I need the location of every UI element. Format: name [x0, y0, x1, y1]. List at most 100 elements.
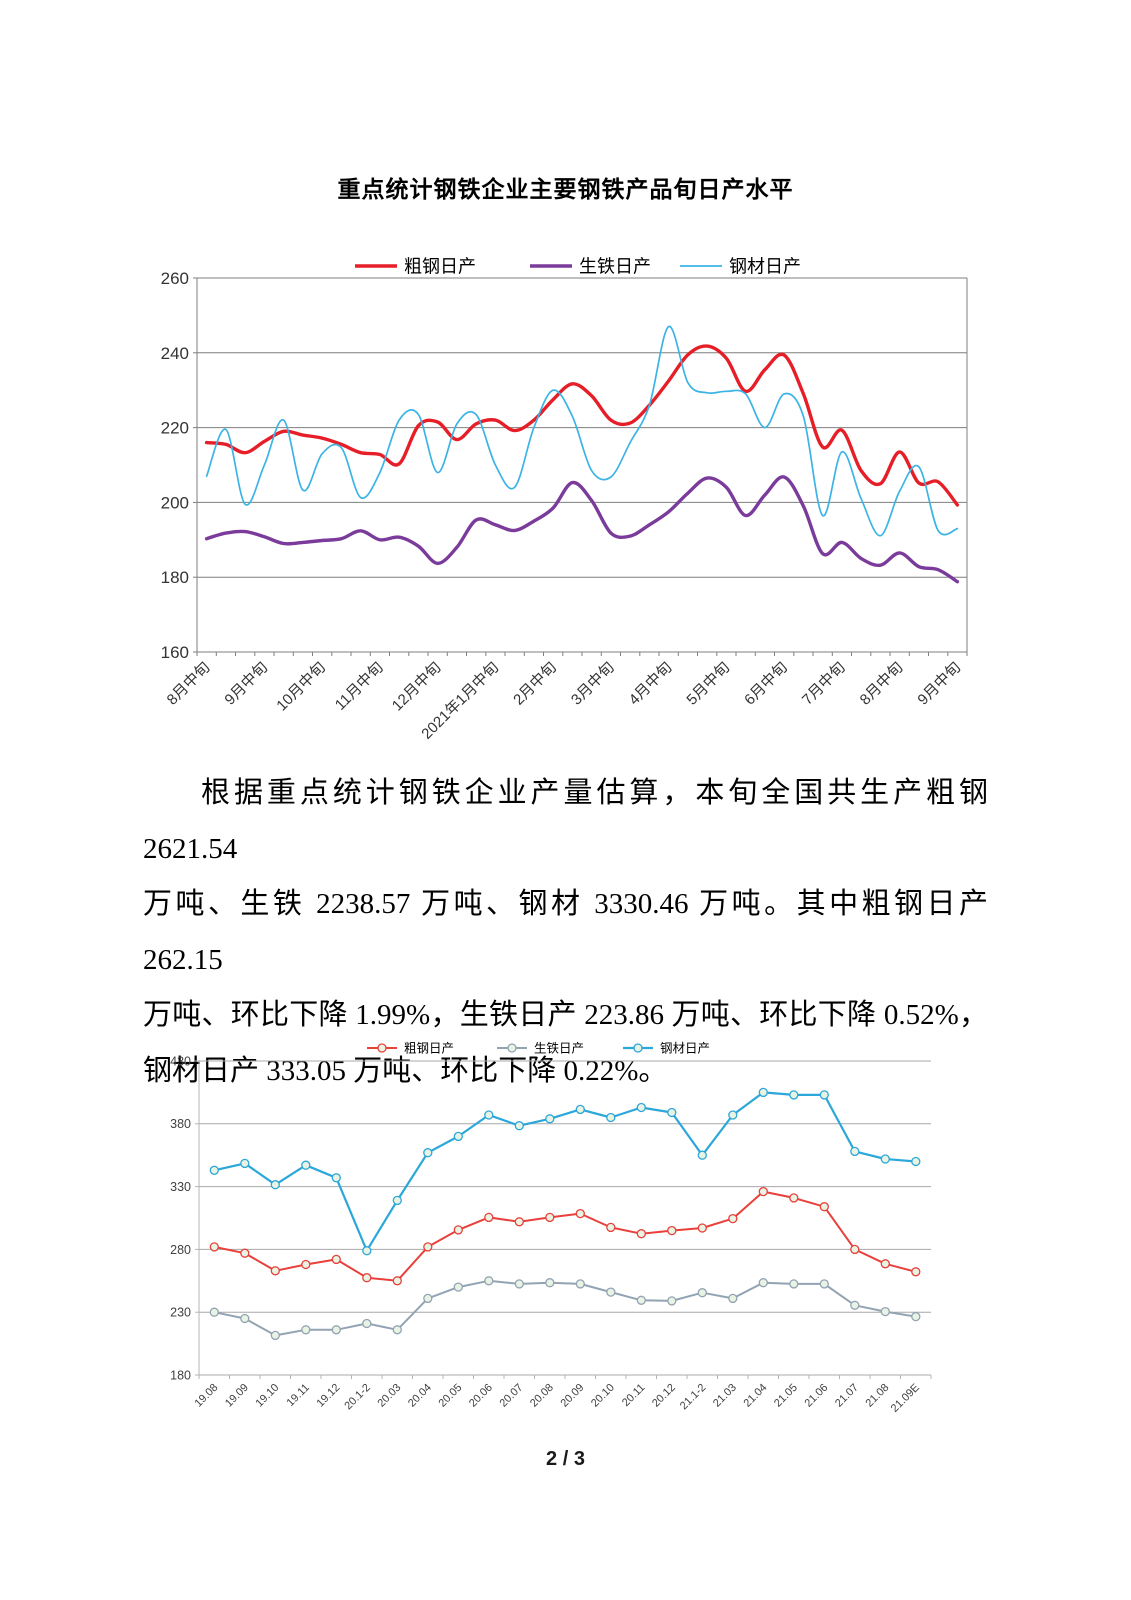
x-axis-label: 19.11: [285, 1382, 312, 1409]
monthly-production-line-chart: 180 230 280 330 380 430 19.08 19.09 19.10 19.11 19…: [170, 1042, 932, 1415]
x-axis-label: 2月中旬: [510, 659, 560, 709]
y-axis-label: 260: [161, 269, 189, 288]
data-point-marker: [636, 1102, 646, 1113]
x-axis-label: 6月中旬: [741, 659, 791, 709]
y-axis-label: 380: [170, 1117, 191, 1131]
data-point-marker: [545, 1114, 555, 1124]
x-axis-label: 20.11: [620, 1382, 647, 1409]
data-point-marker: [331, 1173, 341, 1183]
legend-label: 钢材日产: [729, 256, 801, 276]
data-point-marker: [911, 1156, 921, 1167]
y-axis-label: 160: [161, 643, 189, 662]
y-axis-label: 230: [170, 1306, 191, 1320]
data-point-marker: [697, 1150, 707, 1160]
x-axis-label: 20.09: [558, 1382, 586, 1410]
x-axis-label: 19.10: [253, 1382, 281, 1410]
data-point-marker: [575, 1104, 585, 1115]
data-point-marker: [240, 1313, 250, 1324]
data-point-marker: [758, 1186, 768, 1197]
data-point-marker: [392, 1325, 402, 1335]
data-point-marker: [850, 1146, 860, 1157]
data-point-marker: [850, 1300, 860, 1310]
data-point-marker: [484, 1212, 494, 1223]
data-point-marker: [453, 1225, 463, 1235]
data-point-marker: [514, 1279, 524, 1289]
data-point-marker: [789, 1090, 799, 1100]
data-point-marker: [301, 1325, 311, 1335]
page-title: 重点统计钢铁企业主要钢铁产品旬日产水平: [337, 176, 794, 202]
series-line-1: [213, 1279, 917, 1337]
data-point-marker: [270, 1180, 280, 1190]
series-line-2: [205, 325, 959, 537]
data-point-marker: [240, 1248, 250, 1258]
y-axis-label: 240: [161, 344, 189, 363]
x-axis-label: 20.10: [589, 1382, 617, 1410]
data-point-marker: [209, 1242, 219, 1252]
data-point-marker: [606, 1112, 616, 1123]
y-axis-label: 430: [170, 1054, 191, 1068]
data-point-marker: [667, 1107, 677, 1118]
data-point-marker: [789, 1193, 799, 1203]
x-axis-label: 21.06: [802, 1382, 830, 1410]
data-point-marker: [575, 1279, 585, 1289]
series-line-0: [213, 1190, 917, 1282]
data-point-marker: [453, 1282, 463, 1292]
data-point-marker: [697, 1288, 707, 1298]
x-axis-label: 21.07: [833, 1382, 861, 1410]
data-point-marker: [819, 1279, 829, 1289]
x-axis-label: 10月中旬: [273, 659, 329, 715]
data-point-marker: [301, 1259, 311, 1270]
data-point-marker: [301, 1160, 311, 1170]
data-point-marker: [606, 1287, 616, 1297]
series-line-1: [204, 475, 960, 584]
x-axis-label: 21.03: [711, 1382, 739, 1410]
legend-label: 钢材日产: [660, 1042, 710, 1056]
data-point-marker: [728, 1110, 738, 1120]
data-point-marker: [423, 1293, 433, 1304]
data-point-marker: [270, 1266, 280, 1276]
data-point-marker: [209, 1307, 219, 1317]
data-point-marker: [575, 1208, 585, 1219]
x-axis-label: 19.12: [314, 1382, 342, 1410]
x-axis-label: 20.04: [406, 1382, 434, 1410]
y-axis-label: 280: [170, 1243, 191, 1257]
x-axis-label: 19.08: [192, 1382, 220, 1410]
data-point-marker: [911, 1267, 921, 1277]
legend-marker: [377, 1043, 387, 1053]
x-axis-label: 21.08: [863, 1382, 891, 1410]
x-axis-label: 20.12: [650, 1382, 678, 1410]
x-axis-label: 21.1-2: [678, 1382, 709, 1413]
data-point-marker: [850, 1244, 860, 1255]
data-point-marker: [880, 1259, 890, 1269]
data-point-marker: [789, 1279, 799, 1289]
legend-label: 粗钢日产: [404, 1042, 454, 1056]
data-point-marker: [728, 1213, 738, 1224]
x-axis-label: 20.08: [528, 1382, 556, 1410]
data-point-marker: [667, 1225, 677, 1236]
x-axis-label: 20.05: [436, 1382, 464, 1410]
x-axis-label: 21.04: [741, 1382, 769, 1410]
data-point-marker: [209, 1165, 219, 1175]
data-point-marker: [423, 1242, 433, 1252]
data-point-marker: [240, 1158, 250, 1169]
data-point-marker: [636, 1229, 646, 1239]
data-point-marker: [514, 1217, 524, 1227]
y-axis-label: 180: [161, 568, 189, 587]
data-point-marker: [423, 1148, 433, 1158]
data-point-marker: [331, 1254, 341, 1265]
data-point-marker: [392, 1276, 402, 1286]
x-axis-label: 8月中旬: [857, 659, 907, 709]
data-point-marker: [545, 1278, 555, 1288]
data-point-marker: [545, 1212, 555, 1223]
x-axis-label: 3月中旬: [568, 659, 618, 709]
x-axis-label: 11月中旬: [332, 659, 387, 714]
data-point-marker: [392, 1195, 402, 1206]
x-axis-label: 20.06: [467, 1382, 495, 1410]
y-axis-label: 200: [161, 493, 189, 512]
legend-label: 生铁日产: [534, 1042, 584, 1056]
data-point-marker: [880, 1154, 890, 1164]
legend-label: 粗钢日产: [404, 256, 476, 276]
x-axis-label: 20.1-2: [342, 1382, 373, 1413]
